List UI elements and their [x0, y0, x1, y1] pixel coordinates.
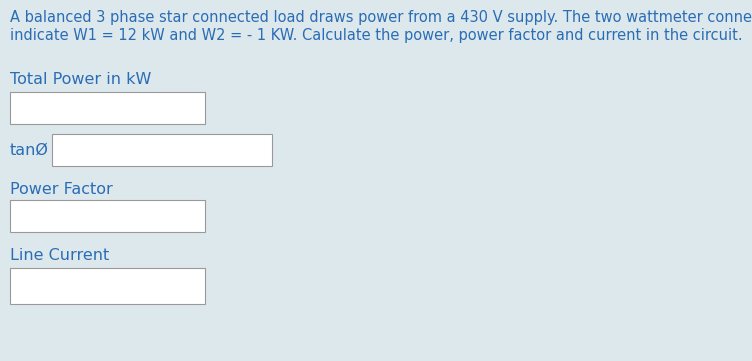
Bar — [10, 268, 205, 304]
Text: tanØ: tanØ — [10, 143, 49, 157]
Bar — [10, 92, 205, 124]
Text: Total Power in kW: Total Power in kW — [10, 72, 151, 87]
Text: Line Current: Line Current — [10, 248, 109, 263]
Bar — [52, 134, 272, 166]
Text: A balanced 3 phase star connected load draws power from a 430 V supply. The two : A balanced 3 phase star connected load d… — [10, 10, 752, 25]
Text: indicate W1 = 12 kW and W2 = - 1 KW. Calculate the power, power factor and curre: indicate W1 = 12 kW and W2 = - 1 KW. Cal… — [10, 28, 743, 43]
Text: Power Factor: Power Factor — [10, 182, 113, 197]
Bar — [10, 200, 205, 232]
